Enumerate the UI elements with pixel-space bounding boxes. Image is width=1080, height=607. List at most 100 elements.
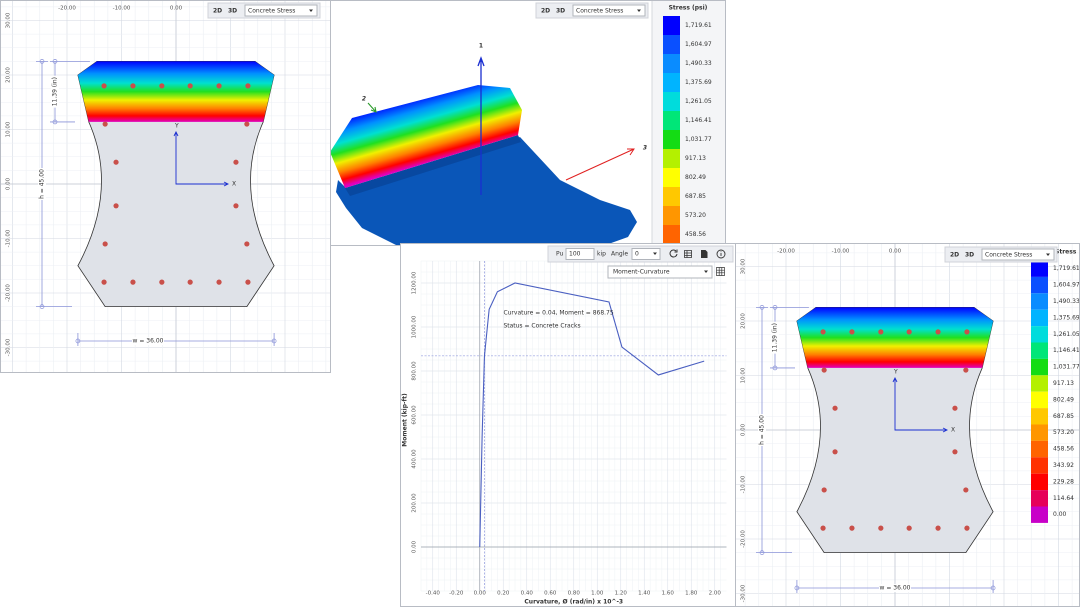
y-tick-label: 400.00 xyxy=(412,449,418,469)
x-tick-label: 0.00 xyxy=(474,591,487,597)
dimension-label-bg xyxy=(51,75,59,108)
rebar xyxy=(244,241,250,247)
legend-value: 1,604.97 xyxy=(1053,282,1080,289)
x-tick-label: -10.00 xyxy=(113,6,131,12)
dimension-handle xyxy=(772,305,778,310)
annotation: Status = Concrete Cracks xyxy=(503,323,580,330)
legend-swatch xyxy=(1031,457,1048,474)
angle-select[interactable] xyxy=(631,248,661,260)
dimension-handle xyxy=(39,59,45,64)
y-tick-label: 20.00 xyxy=(741,313,747,329)
legend-value: 802.49 xyxy=(685,174,706,181)
dimension-handle xyxy=(990,585,996,591)
rebar xyxy=(130,83,136,89)
button-2d[interactable]: 2D xyxy=(213,8,222,15)
dropdown-arrow xyxy=(1046,253,1050,256)
angle-value: 0 xyxy=(635,251,639,258)
legend-swatch xyxy=(1031,358,1048,376)
rebar xyxy=(820,525,826,531)
x-tick-label: 0.40 xyxy=(521,591,534,597)
rebar xyxy=(233,159,239,165)
legend-value: 1,375.69 xyxy=(1053,314,1080,321)
grid-icon[interactable] xyxy=(716,267,725,276)
x-tick-label: 1.20 xyxy=(615,591,628,597)
rebar xyxy=(159,83,165,89)
button-3d[interactable]: 3D xyxy=(965,252,974,259)
y-tick-label: -20.00 xyxy=(6,284,12,302)
local-axes xyxy=(173,130,230,187)
button-2d[interactable]: 2D xyxy=(950,252,959,259)
y-tick-label: -20.00 xyxy=(741,530,747,548)
export-icon[interactable] xyxy=(701,250,708,258)
plot-select[interactable] xyxy=(607,265,713,279)
legend-value: 1,375.69 xyxy=(685,79,712,86)
legend-value: 1,261.05 xyxy=(1053,331,1080,338)
legend-swatch xyxy=(663,168,680,187)
axis-label-y: Y xyxy=(893,369,898,376)
rebar xyxy=(101,83,107,89)
y-tick-label: -10.00 xyxy=(741,475,747,493)
dimension-handle xyxy=(794,585,800,591)
legend-swatch xyxy=(1031,440,1048,458)
plot-select-text: Moment-Curvature xyxy=(613,269,670,276)
legend-title: Stress (psi) xyxy=(669,5,708,12)
x-tick-label: -0.20 xyxy=(449,591,464,597)
annotation: Curvature = 0.04, Moment = 868.75 xyxy=(503,310,613,317)
x-tick-label: 0.60 xyxy=(544,591,557,597)
rebar xyxy=(964,525,970,531)
y-tick-label: -10.00 xyxy=(6,229,12,247)
legend-title: Stress (psi) xyxy=(1055,249,1080,256)
rebar xyxy=(821,367,827,373)
depth-label: 11.39 (in) xyxy=(52,77,59,106)
dropdown-arrow xyxy=(637,9,641,12)
y-tick-label: 10.00 xyxy=(6,121,12,137)
dimension-label-bg xyxy=(771,321,779,354)
x-tick-label: 1.60 xyxy=(662,591,675,597)
view-select-text: Concrete Stress xyxy=(248,8,295,15)
view-select[interactable] xyxy=(981,248,1055,261)
x-tick-label: -20.00 xyxy=(777,249,795,255)
legend-swatch xyxy=(663,35,680,54)
legend-value: 687.85 xyxy=(685,193,706,200)
rebar xyxy=(159,279,165,285)
height-label: h = 45.00 xyxy=(39,169,46,199)
rebar xyxy=(102,121,108,127)
global-axis-1 xyxy=(477,56,485,195)
rebar xyxy=(849,525,855,531)
legend-value: 1,146.41 xyxy=(1053,347,1080,354)
pu-input[interactable] xyxy=(565,248,595,260)
y-axis-title: Moment (kip-ft) xyxy=(402,393,409,447)
legend-value: 343.92 xyxy=(1053,462,1074,469)
rebar xyxy=(113,203,119,209)
legend-value: 1,490.33 xyxy=(685,60,712,67)
refresh-icon[interactable] xyxy=(669,249,678,258)
compression-zone xyxy=(796,307,994,368)
legend-value: 917.13 xyxy=(685,155,706,162)
view-select[interactable] xyxy=(244,4,318,17)
legend-swatch xyxy=(663,92,680,111)
legend-value: 1,490.33 xyxy=(1053,298,1080,305)
global-axis-3 xyxy=(565,148,635,181)
table-icon[interactable] xyxy=(684,250,692,258)
legend-value: 0.00 xyxy=(1053,511,1067,518)
rebar xyxy=(964,329,970,335)
button-3d[interactable]: 3D xyxy=(228,8,237,15)
axis-label-y: Y xyxy=(174,123,179,130)
info-icon[interactable] xyxy=(716,249,726,259)
view-3d-window: 1 2 3 2D 3D Concrete Stress Stress (psi) 1,719.… xyxy=(330,0,726,246)
rebar xyxy=(187,279,193,285)
rebar xyxy=(963,367,969,373)
rebar xyxy=(245,279,251,285)
button-3d[interactable]: 3D xyxy=(556,8,565,15)
dimension-handle xyxy=(39,304,45,309)
view-select[interactable] xyxy=(572,4,646,17)
button-2d[interactable]: 2D xyxy=(541,8,550,15)
legend-value: 114.64 xyxy=(1053,495,1074,502)
series-line xyxy=(479,282,705,548)
rebar xyxy=(906,329,912,335)
rebar xyxy=(245,83,251,89)
legend-swatch xyxy=(663,130,680,149)
dimension-label-bg xyxy=(879,584,911,592)
y-tick-label: 0.00 xyxy=(412,540,418,553)
